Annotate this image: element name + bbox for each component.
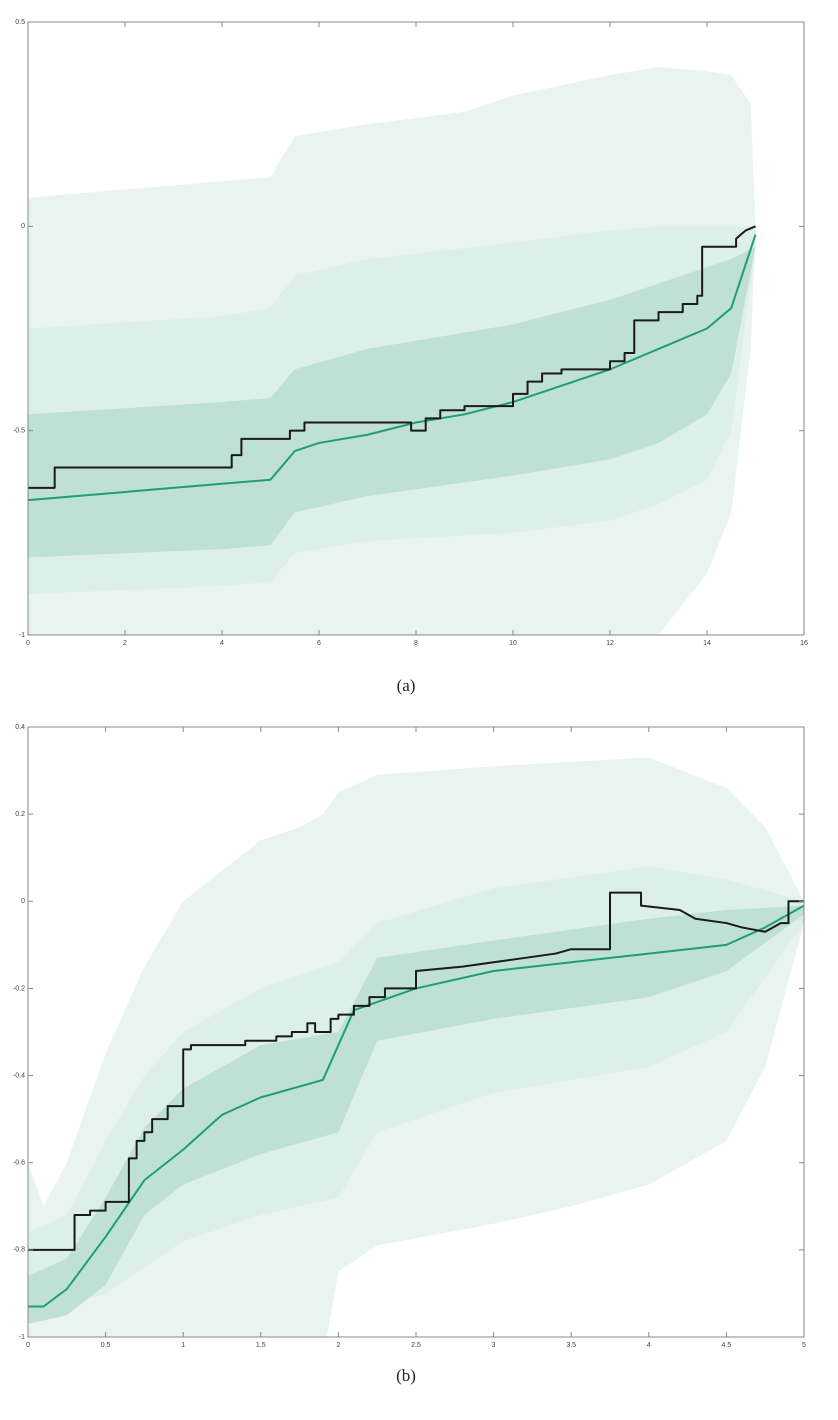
x-tick-label: 0 [26, 640, 30, 647]
x-tick-label: 4 [220, 640, 224, 647]
x-tick-label: 16 [800, 640, 808, 647]
y-tick-label: -0.6 [13, 1160, 25, 1167]
x-tick-label: 4 [647, 1342, 651, 1349]
confidence-band [28, 246, 756, 558]
x-tick-label: 0 [26, 1342, 30, 1349]
x-tick-label: 2.5 [411, 1342, 421, 1349]
y-tick-label: 0 [21, 898, 25, 905]
y-tick-label: 0.5 [15, 19, 25, 26]
data-line [28, 225, 756, 489]
x-tick-label: 0.5 [101, 1342, 111, 1349]
x-tick-label: 10 [509, 640, 517, 647]
x-tick-label: 1 [181, 1342, 185, 1349]
plot-area [28, 757, 804, 1337]
plot-area [28, 66, 757, 635]
y-tick-label: -0.2 [13, 985, 25, 992]
y-tick-label: -0.5 [13, 428, 25, 435]
data-line [28, 904, 804, 1308]
y-tick-label: -1 [19, 632, 25, 639]
y-tick-label: -1 [19, 1334, 25, 1341]
y-tick-label: 0.4 [15, 724, 25, 731]
x-tick-label: 14 [703, 640, 711, 647]
x-tick-label: 5 [802, 1342, 806, 1349]
y-tick-label: 0.2 [15, 811, 25, 818]
x-tick-label: 2 [123, 640, 127, 647]
caption: (b) [396, 1366, 416, 1385]
y-tick-label: -0.4 [13, 1072, 25, 1079]
y-tick-label: 0 [21, 223, 25, 230]
x-tick-label: 8 [414, 640, 418, 647]
data-line [28, 891, 804, 1251]
y-tick-label: -0.8 [13, 1247, 25, 1254]
x-tick-label: 12 [606, 640, 614, 647]
x-tick-label: 1.5 [256, 1342, 266, 1349]
caption: (a) [397, 676, 416, 695]
x-tick-label: 6 [317, 640, 321, 647]
x-tick-label: 2 [336, 1342, 340, 1349]
x-tick-label: 3 [492, 1342, 496, 1349]
x-tick-label: 3.5 [566, 1342, 576, 1349]
x-tick-label: 4.5 [722, 1342, 732, 1349]
